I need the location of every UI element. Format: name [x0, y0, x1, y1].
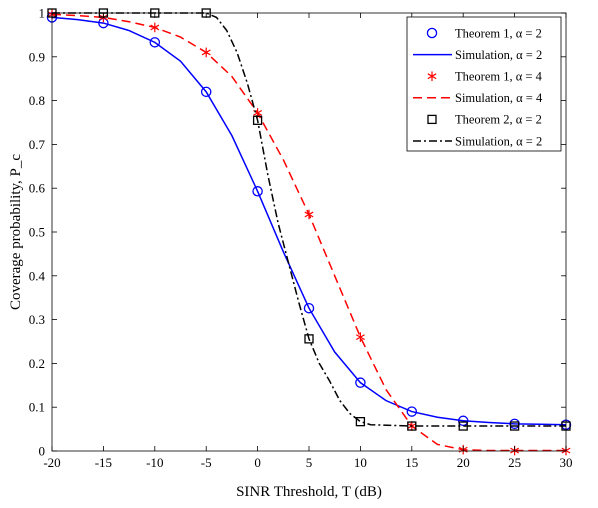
series-0-point	[252, 186, 263, 197]
x-axis-label: SINR Threshold, T (dB)	[236, 484, 382, 500]
x-tick-label: 15	[405, 455, 418, 470]
legend: Theorem 1, α = 2 Simulation, α = 2 Theorem…	[406, 16, 562, 152]
y-axis-label: Coverage probability, P_c	[8, 154, 24, 310]
y-tick-label: 0.2	[29, 356, 45, 371]
legend-swatch-marker	[427, 71, 437, 81]
series-0-point-shape	[355, 377, 366, 388]
series-0-point	[149, 37, 161, 48]
y-tick-label: 0.4	[29, 268, 46, 283]
legend-label: Theorem 2, α = 2	[455, 113, 542, 127]
x-tick-label: 5	[306, 455, 313, 470]
legend-swatch-marker	[426, 27, 438, 39]
series-4-point	[304, 334, 314, 344]
x-tick-label: -10	[146, 455, 163, 470]
y-tick-label: 0.1	[29, 400, 45, 415]
series-4-point-shape	[304, 334, 314, 344]
series-0-point	[200, 86, 212, 98]
legend-label: Simulation, α = 4	[455, 91, 543, 105]
y-tick-label: 1	[39, 6, 46, 21]
x-tick-label: 10	[354, 455, 367, 470]
y-tick-label: 0.6	[29, 181, 46, 196]
series-4-point	[252, 115, 263, 125]
legend-swatch-marker-shape	[426, 27, 438, 39]
x-tick-label: -5	[201, 455, 212, 470]
x-tick-label: 25	[508, 455, 521, 470]
y-tick-label: 0.7	[29, 137, 46, 152]
series-0-point-shape	[252, 186, 263, 197]
tick-layer: -20 -15 -10 -5 0 5 10 15 20 25 30 0 0.1 0.2 0.3 0.4 0.5 0…	[29, 6, 573, 471]
x-tick-label: -15	[95, 455, 112, 470]
series-4-point-shape	[355, 417, 366, 427]
series-line-3	[51, 13, 566, 452]
series-line-1	[51, 16, 567, 426]
series-0-point-shape	[200, 86, 212, 98]
x-tick-label: 0	[254, 455, 261, 470]
legend-label: Theorem 1, α = 2	[455, 26, 542, 40]
series-0-point	[355, 377, 366, 388]
series-line-5	[52, 12, 566, 427]
legend-swatch-marker	[427, 114, 437, 125]
legend-label: Simulation, α = 2	[455, 48, 542, 62]
series-0-point-shape	[406, 406, 418, 417]
y-tick-label: 0.5	[29, 225, 45, 240]
y-tick-label: 0.9	[29, 49, 45, 64]
series-2-point-stroke	[355, 334, 365, 341]
series-4-point-shape	[252, 115, 263, 125]
series-4-point	[355, 417, 366, 427]
legend-swatch-marker-shape	[427, 114, 437, 125]
legend-swatch-marker-stroke	[427, 73, 437, 80]
series-0-point-shape	[149, 37, 161, 48]
legend-label: Theorem 1, α = 4	[455, 70, 543, 84]
y-tick-label: 0	[39, 444, 46, 459]
y-tick-label: 0.3	[29, 312, 45, 327]
series-2-point	[355, 332, 365, 342]
series-0-point	[303, 302, 315, 314]
series-0-point	[406, 406, 418, 417]
y-tick-label: 0.8	[29, 93, 45, 108]
series-layer	[46, 8, 572, 456]
series-0-point-shape	[303, 302, 315, 314]
x-tick-label: 20	[457, 455, 470, 470]
legend-label: Simulation, α = 2	[455, 134, 542, 148]
x-tick-label: 30	[560, 455, 573, 470]
legend-box	[406, 16, 562, 152]
x-tick-label: -20	[43, 455, 60, 470]
